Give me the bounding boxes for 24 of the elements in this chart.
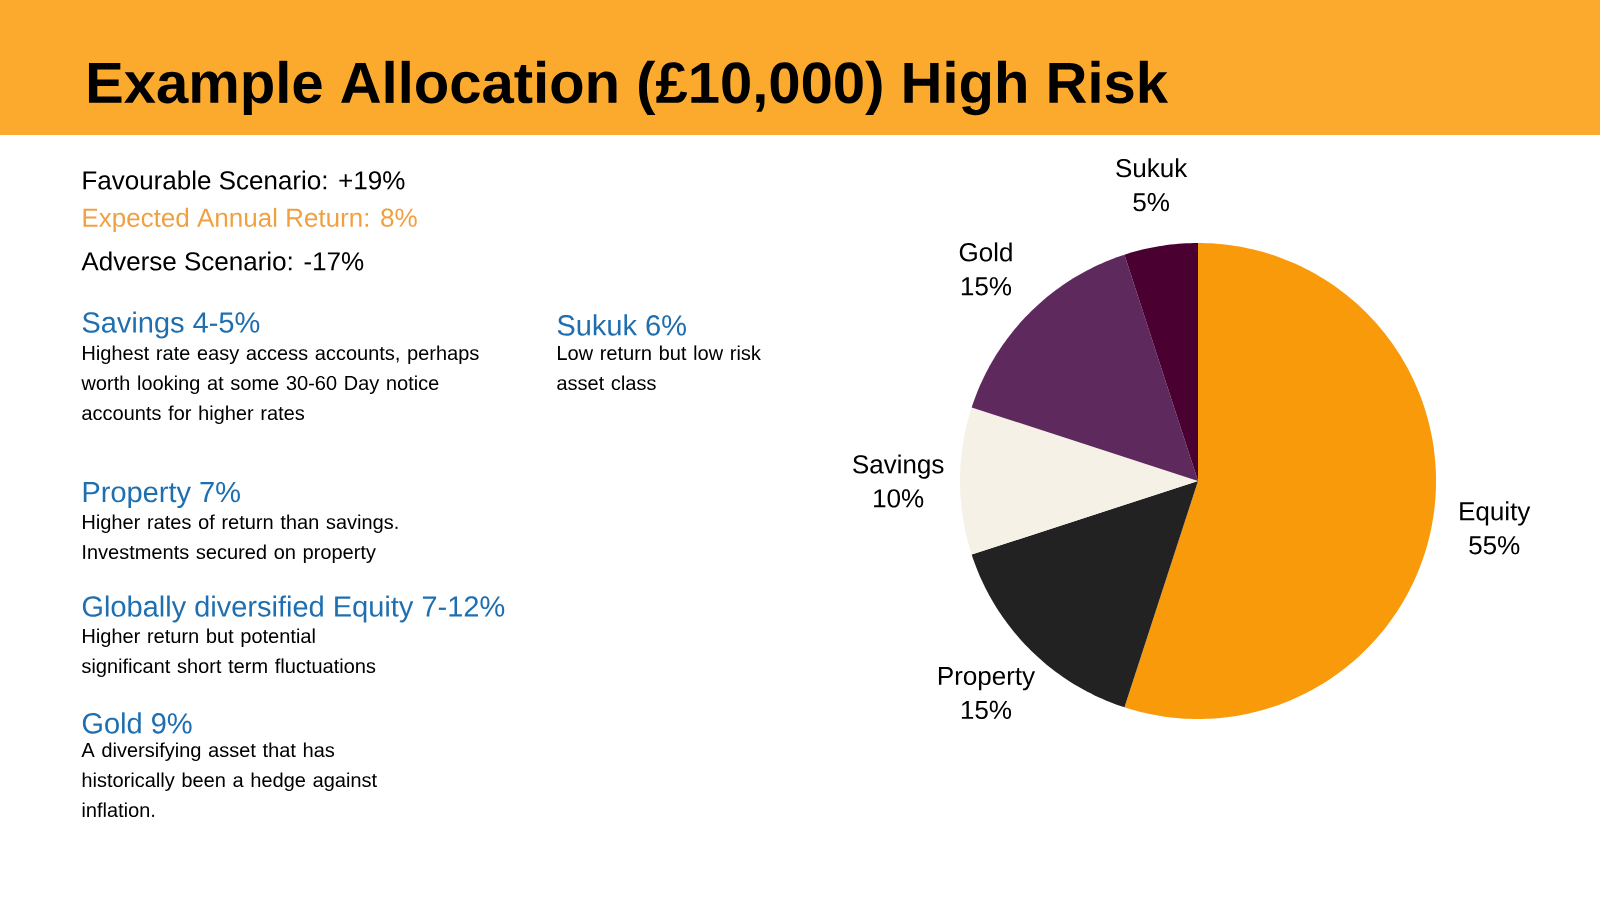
chart-title: Example Allocation (£10,000) High Risk	[88, 60, 1169, 116]
slice-label: Gold	[959, 242, 1012, 262]
text: Globally diversified Equity 7-12%	[82, 595, 505, 623]
text: Expected Annual Return: 8%	[83, 207, 417, 233]
text: A diversifying asset that has historically been a hedge against inflation.	[81, 742, 377, 818]
data-label: 15%	[961, 700, 1012, 720]
slice-label: Equity	[1460, 501, 1531, 526]
text: Property 7%	[83, 481, 240, 509]
slice-label: Savings	[853, 454, 944, 479]
text: Gold 9%	[82, 712, 192, 734]
text: Higher return but potential significant short term fluctuations	[81, 628, 376, 678]
text: Favourable Scenario: +19%	[83, 170, 405, 190]
slice-label: Sukuk	[1116, 158, 1188, 178]
text: Highest rate easy access accounts, perhaps worth looking at some 30-60 Day notice accounts for higher rates	[81, 345, 479, 425]
text: Higher rates of return than savings. Investments secured on property	[83, 514, 398, 564]
data-label: 5%	[1133, 193, 1169, 212]
text: Savings 4-5%	[82, 311, 260, 339]
data-label: 10%	[874, 489, 924, 508]
text: Low return but low risk asset class	[557, 345, 761, 391]
text: Adverse Scenario: -17%	[81, 251, 364, 271]
text: Sukuk 6%	[557, 314, 686, 336]
data-label: 15%	[961, 277, 1012, 296]
slice-label: Property	[938, 666, 1036, 691]
data-label: 55%	[1469, 536, 1520, 555]
